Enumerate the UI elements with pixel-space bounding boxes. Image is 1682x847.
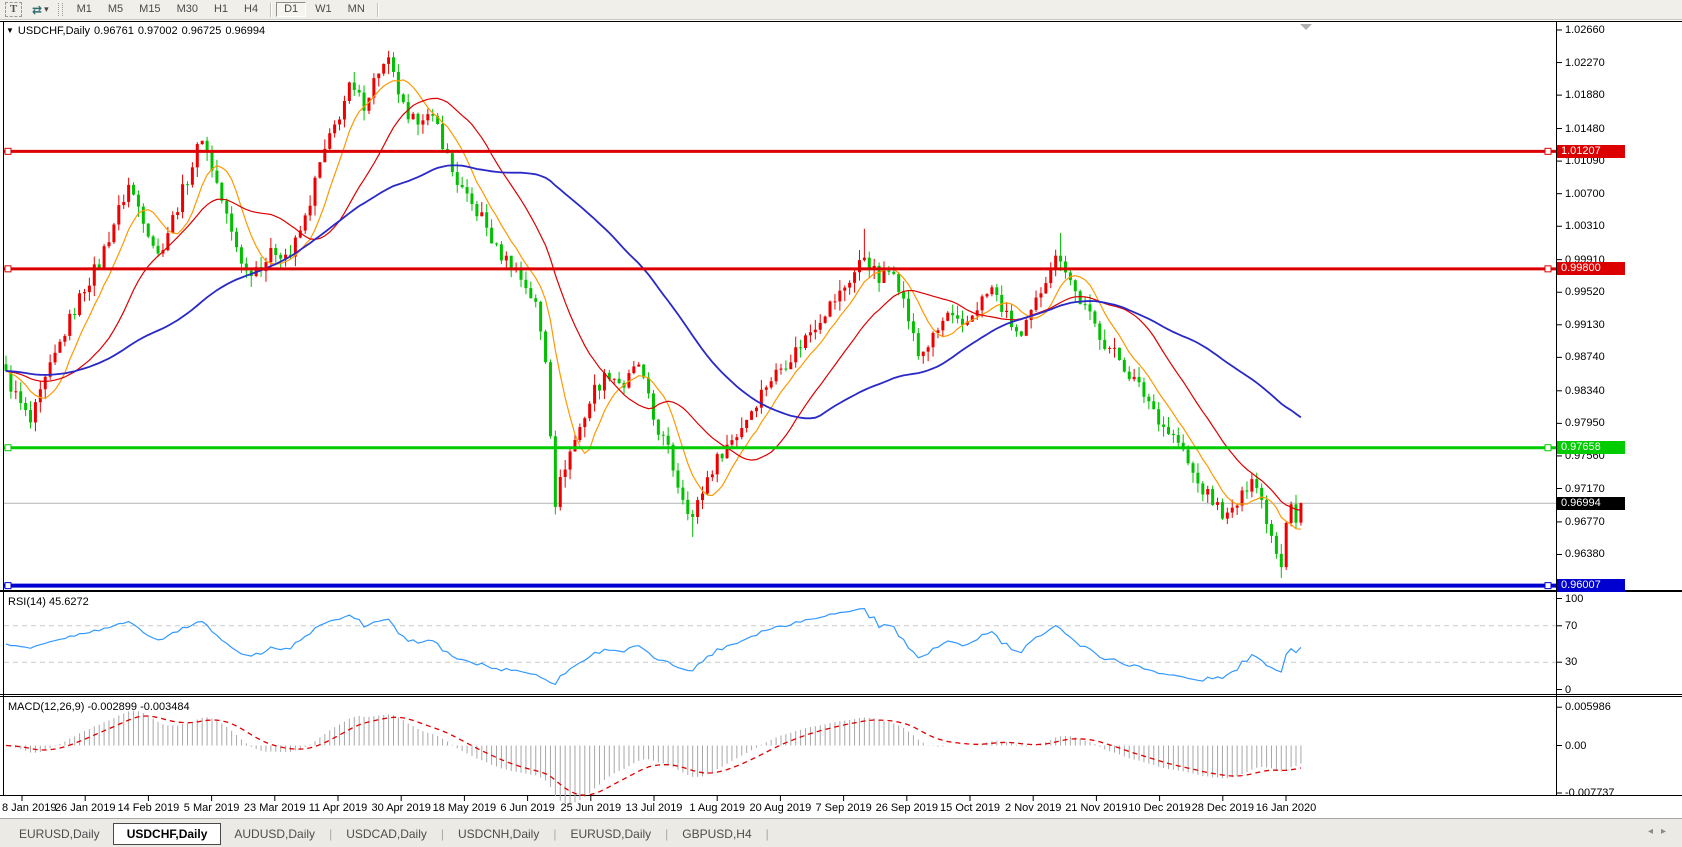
chart-tab-bar: EURUSD,Daily USDCHF,Daily AUDUSD,Daily | USD… <box>0 818 1682 847</box>
price-axis-tick: 1.01480 <box>1565 122 1605 135</box>
date-axis-label: 5 Mar 2019 <box>183 802 240 814</box>
date-axis-label: 23 Mar 2019 <box>243 802 306 814</box>
price-axis-tick: 1.02660 <box>1565 23 1605 36</box>
macd-axis-tick: 0.00 <box>1565 739 1587 752</box>
date-axis-label: 15 Oct 2019 <box>940 802 1000 814</box>
timeframe-button-D1[interactable]: D1 <box>276 2 307 17</box>
timeframe-button-H4[interactable]: H4 <box>244 3 259 15</box>
tab-separator: | <box>329 826 333 841</box>
price-line-badge: 1.01207 <box>1557 144 1625 158</box>
chart-tab-2[interactable]: AUDUSD,Daily <box>234 826 316 841</box>
tab-separator: | <box>553 826 557 841</box>
tab-scrollers: ◂▸ <box>1648 826 1674 837</box>
symbol-dropdown-icon[interactable]: ▼ <box>6 26 14 35</box>
date-axis-label: 25 Jun 2019 <box>560 802 622 814</box>
price-axis-tick: 0.97950 <box>1565 417 1605 430</box>
price-line-badge: 0.96007 <box>1557 579 1625 593</box>
price-axis-tick: 0.98740 <box>1565 351 1605 364</box>
rsi-axis-tick: 0 <box>1565 683 1572 696</box>
chart-tab-1[interactable]: USDCHF,Daily <box>112 822 222 845</box>
chart-tab-0[interactable]: EURUSD,Daily <box>19 826 100 841</box>
ohlc-open: 0.96761 <box>94 25 134 37</box>
chart-tab-3[interactable]: USDCAD,Daily <box>346 826 427 841</box>
macd-label: MACD(12,26,9) -0.002899 -0.003484 <box>8 701 190 713</box>
ohlc-high: 0.97002 <box>137 25 178 37</box>
price-axis-tick: 1.01090 <box>1565 155 1605 168</box>
price-line-badge: 0.97658 <box>1557 441 1625 455</box>
timeframe-button-M30[interactable]: M30 <box>176 3 198 15</box>
chart-title: ▼ USDCHF,Daily 0.96761 0.97002 0.96725 0.9699… <box>6 25 269 37</box>
date-axis-label: 28 Dec 2019 <box>1191 802 1254 814</box>
date-axis-label: 20 Aug 2019 <box>749 802 812 814</box>
timeframe-button-M5[interactable]: M5 <box>107 3 124 15</box>
chart-tab-6[interactable]: GBPUSD,H4 <box>682 826 752 841</box>
price-axis-tick: 0.96770 <box>1565 515 1605 528</box>
rsi-axis-tick: 70 <box>1565 619 1578 632</box>
ohlc-low: 0.96725 <box>181 25 222 37</box>
tab-separator: | <box>665 826 669 841</box>
tab-separator: | <box>765 826 769 841</box>
date-axis-label: 26 Jan 2019 <box>54 802 116 814</box>
price-axis-tick: 0.99130 <box>1565 318 1605 331</box>
chart-tab-5[interactable]: EURUSD,Daily <box>570 826 652 841</box>
timeframe-button-M1[interactable]: M1 <box>76 3 92 15</box>
chevron-down-icon[interactable]: ▾ <box>44 4 49 14</box>
toolbar-separator <box>270 2 272 17</box>
price-axis-tick: 1.00700 <box>1565 187 1605 200</box>
date-axis-label: 11 Apr 2019 <box>308 802 368 814</box>
ohlc-close: 0.96994 <box>225 25 266 37</box>
price-line-badge: 0.96994 <box>1557 496 1625 510</box>
rsi-axis-tick: 30 <box>1565 656 1578 669</box>
timeframe-button-W1[interactable]: W1 <box>315 3 332 15</box>
tab-separator: | <box>440 826 444 841</box>
toolbar: T ⇄ ▾ M1 M5 M15 M30 H1 H4 D1 W1 MN <box>0 0 1682 20</box>
price-axis-tick: 0.98340 <box>1565 384 1605 397</box>
price-axis-tick: 1.02270 <box>1565 56 1605 69</box>
date-axis-label: 2 Nov 2019 <box>1005 802 1062 814</box>
tab-scroll-left-icon[interactable]: ◂ <box>1647 826 1661 837</box>
cycle-arrows-icon[interactable]: ⇄ <box>32 2 43 17</box>
date-axis-label: 10 Dec 2019 <box>1128 802 1191 814</box>
chart-symbol-label: USDCHF,Daily <box>17 25 91 37</box>
text-tool-button[interactable]: T <box>5 2 22 17</box>
macd-axis-tick: 0.005986 <box>1565 701 1611 714</box>
timeframe-button-group: M1 M5 M15 M30 H1 H4 D1 W1 MN <box>69 2 382 17</box>
date-axis-label: 8 Jan 2019 <box>2 802 57 814</box>
price-axis-tick: 0.97170 <box>1565 482 1605 495</box>
price-line-badge: 0.99800 <box>1557 262 1625 276</box>
date-axis-label: 14 Feb 2019 <box>117 802 180 814</box>
toolbar-grip[interactable] <box>57 3 63 16</box>
date-axis-label: 1 Aug 2019 <box>689 802 746 814</box>
date-axis-label: 30 Apr 2019 <box>371 802 431 814</box>
timeframe-button-MN[interactable]: MN <box>347 3 365 15</box>
date-axis-label: 18 May 2019 <box>432 802 497 814</box>
price-axis-tick: 1.01880 <box>1565 89 1605 102</box>
date-axis-label: 21 Nov 2019 <box>1065 802 1128 814</box>
timeframe-button-H1[interactable]: H1 <box>213 3 229 15</box>
macd-axis-tick: -0.007737 <box>1565 787 1615 799</box>
date-axis-label: 7 Sep 2019 <box>815 802 872 814</box>
price-axis-tick: 0.96380 <box>1565 548 1605 561</box>
date-axis-label: 6 Jun 2019 <box>500 802 555 814</box>
rsi-axis-tick: 100 <box>1565 592 1584 605</box>
price-axis-tick: 0.99520 <box>1565 286 1605 299</box>
timeframe-button-M15[interactable]: M15 <box>139 3 161 15</box>
chart-tab-4[interactable]: USDCNH,Daily <box>458 826 540 841</box>
rsi-label: RSI(14) 45.6272 <box>8 596 89 608</box>
toolbar-separator <box>376 2 378 17</box>
date-axis-label: 26 Sep 2019 <box>875 802 938 814</box>
date-axis-label: 16 Jan 2020 <box>1255 802 1317 814</box>
price-axis-tick: 1.00310 <box>1565 220 1605 233</box>
date-axis-label: 13 Jul 2019 <box>625 802 683 814</box>
tab-scroll-right-icon[interactable]: ▸ <box>1660 826 1674 837</box>
